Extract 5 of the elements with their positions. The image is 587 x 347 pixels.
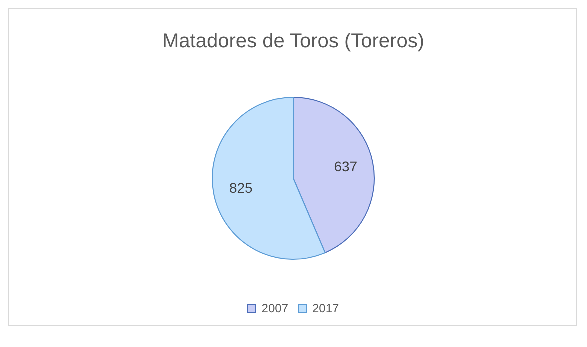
- legend-label: 2007: [262, 301, 289, 316]
- data-label: 637: [334, 158, 358, 175]
- data-label: 825: [229, 180, 254, 196]
- legend-label: 2017: [312, 301, 340, 316]
- chart-title: Matadores de Toros (Toreros): [162, 30, 424, 53]
